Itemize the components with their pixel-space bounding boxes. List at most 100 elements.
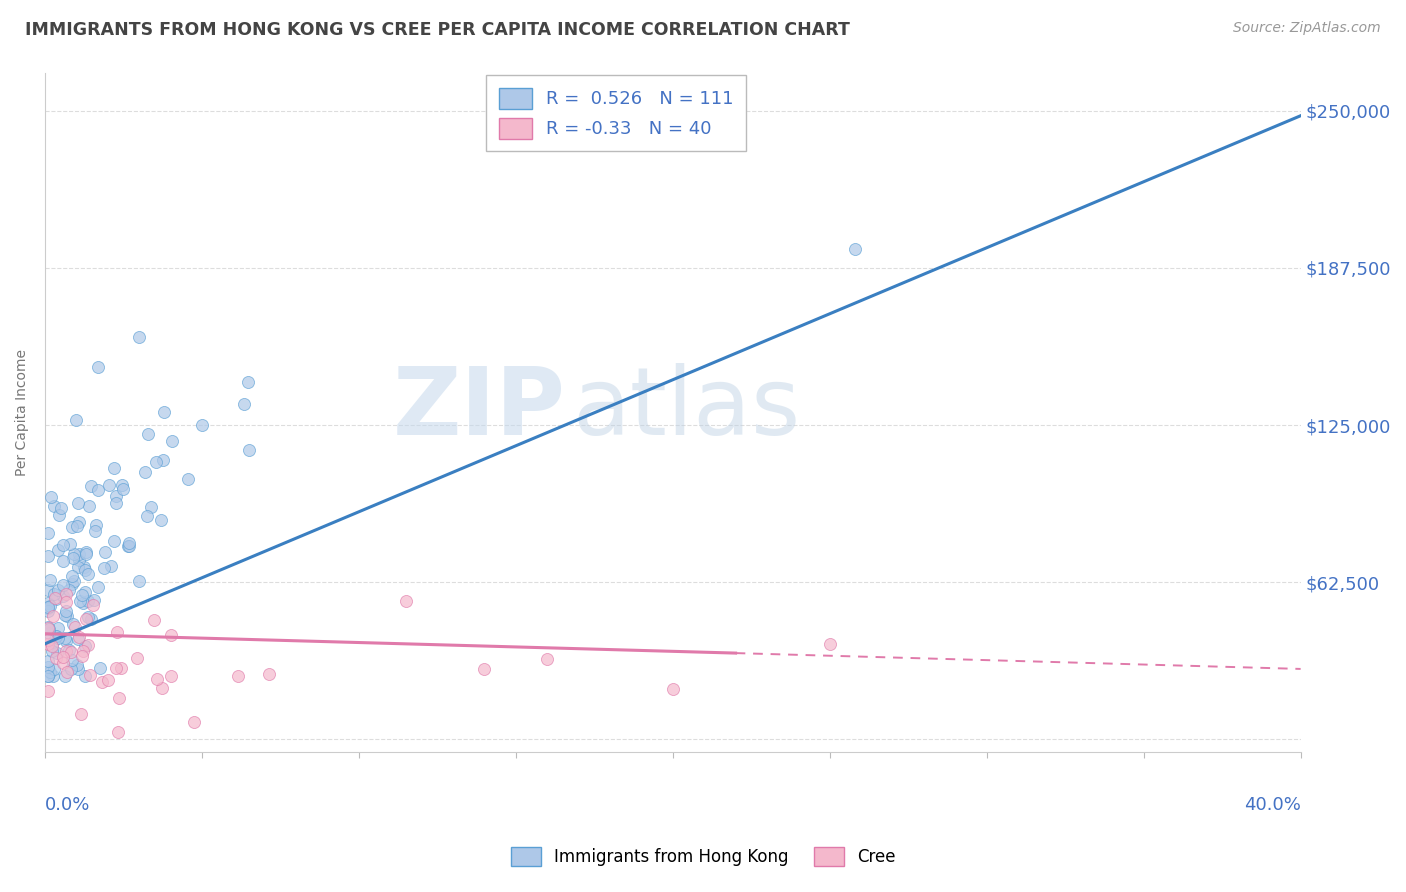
Legend: Immigrants from Hong Kong, Cree: Immigrants from Hong Kong, Cree	[503, 840, 903, 873]
Point	[59, 537, 82, 551]
Point	[86, 517, 108, 532]
Point	[55, 604, 77, 618]
Point	[37, 637, 59, 651]
Point	[150, 681, 173, 695]
Point	[73, 563, 96, 577]
Point	[149, 513, 172, 527]
Point	[53, 607, 76, 622]
Point	[48, 621, 70, 635]
Point	[125, 651, 148, 665]
Point	[66, 519, 89, 533]
Point	[87, 580, 110, 594]
Point	[55, 665, 77, 679]
Point	[236, 375, 259, 389]
Point	[38, 574, 60, 588]
Point	[844, 242, 866, 256]
Point	[474, 662, 496, 676]
Point	[69, 707, 91, 722]
Text: atlas: atlas	[572, 363, 800, 455]
Point	[97, 673, 120, 687]
Point	[67, 552, 90, 566]
Point	[46, 582, 69, 597]
Point	[162, 434, 184, 448]
Point	[37, 549, 59, 563]
Text: 40.0%: 40.0%	[1244, 796, 1301, 814]
Point	[191, 417, 214, 432]
Point	[75, 639, 97, 653]
Point	[83, 593, 105, 607]
Point	[66, 661, 89, 675]
Point	[37, 600, 59, 615]
Point	[42, 635, 65, 649]
Point	[100, 559, 122, 574]
Point	[41, 608, 63, 623]
Point	[37, 684, 59, 698]
Point	[37, 622, 59, 636]
Y-axis label: Per Capita Income: Per Capita Income	[15, 349, 30, 476]
Point	[55, 608, 77, 623]
Point	[80, 479, 103, 493]
Point	[117, 539, 139, 553]
Point	[75, 547, 97, 561]
Point	[111, 482, 134, 496]
Point	[37, 601, 59, 615]
Point	[59, 645, 82, 659]
Point	[55, 633, 77, 648]
Point	[67, 630, 90, 644]
Point	[86, 483, 108, 497]
Point	[160, 628, 183, 642]
Point	[52, 589, 75, 603]
Point	[37, 596, 59, 610]
Point	[45, 646, 67, 660]
Point	[67, 547, 90, 561]
Point	[152, 453, 174, 467]
Point	[103, 533, 125, 548]
Point	[238, 443, 260, 458]
Point	[105, 624, 128, 639]
Point	[87, 360, 110, 375]
Point	[107, 724, 129, 739]
Point	[259, 666, 281, 681]
Point	[177, 472, 200, 486]
Point	[46, 542, 69, 557]
Point	[62, 550, 84, 565]
Point	[84, 524, 107, 538]
Point	[80, 612, 103, 626]
Point	[59, 661, 82, 675]
Text: Source: ZipAtlas.com: Source: ZipAtlas.com	[1233, 21, 1381, 36]
Point	[37, 620, 59, 634]
Point	[37, 654, 59, 668]
Point	[72, 644, 94, 658]
Point	[66, 496, 89, 510]
Point	[75, 545, 97, 559]
Point	[67, 515, 90, 529]
Point	[66, 658, 89, 673]
Point	[41, 639, 63, 653]
Point	[536, 652, 558, 666]
Point	[62, 617, 84, 632]
Point	[67, 632, 90, 646]
Point	[45, 650, 67, 665]
Point	[52, 657, 75, 671]
Point	[136, 427, 159, 442]
Point	[37, 669, 59, 683]
Point	[818, 637, 841, 651]
Point	[79, 667, 101, 681]
Point	[77, 567, 100, 582]
Point	[60, 569, 83, 583]
Point	[104, 495, 127, 509]
Text: IMMIGRANTS FROM HONG KONG VS CREE PER CAPITA INCOME CORRELATION CHART: IMMIGRANTS FROM HONG KONG VS CREE PER CA…	[25, 21, 851, 39]
Point	[37, 582, 59, 597]
Point	[91, 674, 114, 689]
Point	[128, 574, 150, 588]
Point	[93, 560, 115, 574]
Point	[75, 669, 97, 683]
Text: 0.0%: 0.0%	[45, 796, 90, 814]
Point	[226, 669, 249, 683]
Point	[37, 659, 59, 673]
Point	[72, 560, 94, 574]
Point	[41, 644, 63, 658]
Point	[45, 628, 67, 642]
Point	[183, 714, 205, 729]
Point	[55, 587, 77, 601]
